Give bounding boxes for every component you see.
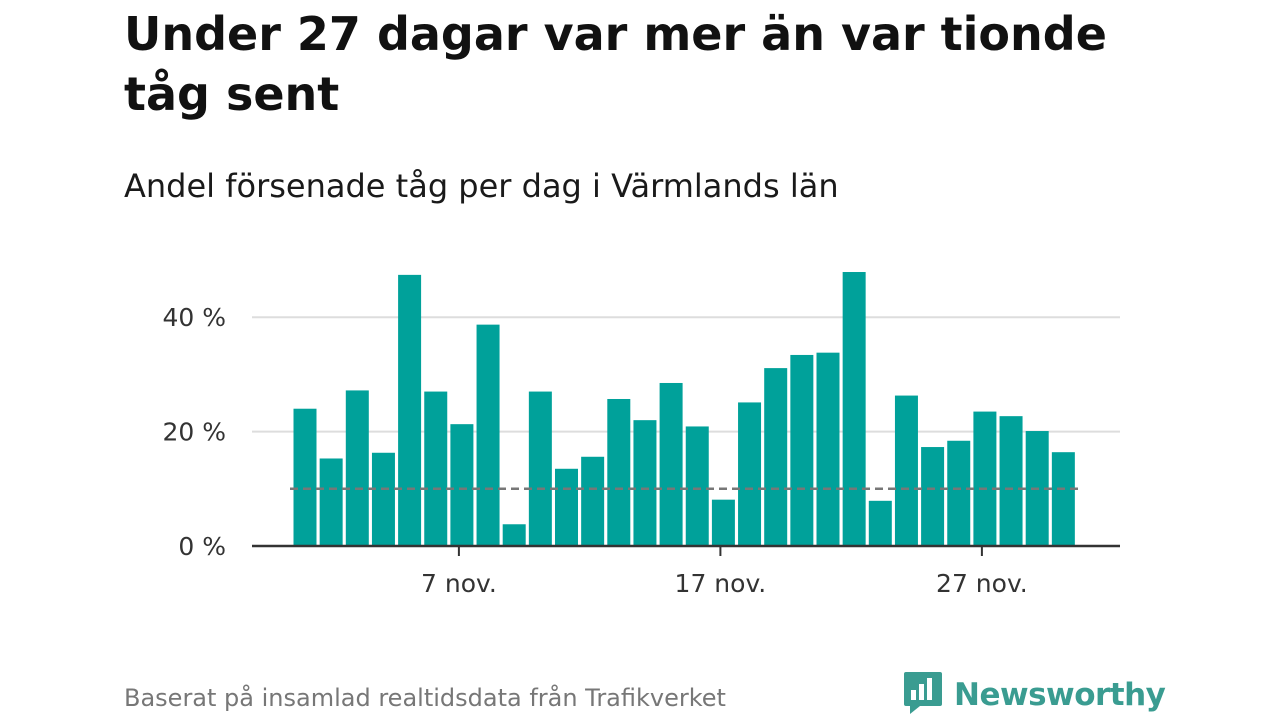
bar bbox=[607, 398, 631, 546]
bar bbox=[659, 382, 683, 546]
bars bbox=[293, 272, 1075, 546]
bar bbox=[921, 447, 945, 546]
source-note: Baserat på insamlad realtidsdata från Tr… bbox=[124, 684, 726, 712]
y-tick-label: 40 % bbox=[162, 303, 226, 332]
bar bbox=[790, 354, 814, 546]
chart-subtitle: Andel försenade tåg per dag i Värmlands … bbox=[124, 167, 839, 205]
x-tick-label: 27 nov. bbox=[936, 569, 1028, 598]
bar bbox=[633, 420, 657, 546]
x-tick-label: 17 nov. bbox=[675, 569, 767, 598]
bar bbox=[973, 411, 997, 546]
bar bbox=[738, 402, 762, 546]
bar bbox=[345, 390, 369, 546]
bar bbox=[555, 468, 578, 546]
brand-name: Newsworthy bbox=[954, 677, 1166, 713]
x-tick-label: 7 nov. bbox=[421, 569, 497, 598]
bar bbox=[764, 368, 788, 546]
bar bbox=[947, 440, 971, 546]
bar bbox=[450, 424, 474, 546]
axes: 0 % 20 % 40 % 7 nov. 17 nov. 27 nov. bbox=[162, 303, 1120, 598]
bar bbox=[424, 391, 448, 546]
y-tick-label: 20 % bbox=[162, 418, 226, 447]
bar bbox=[1051, 452, 1075, 546]
bar bbox=[711, 499, 735, 546]
bar-chart: 0 % 20 % 40 % 7 nov. 17 nov. 27 nov. bbox=[162, 272, 1120, 598]
bar bbox=[398, 274, 422, 546]
bar bbox=[319, 458, 343, 546]
bar bbox=[528, 391, 552, 546]
bar bbox=[293, 408, 317, 546]
bar bbox=[999, 416, 1023, 546]
bar bbox=[685, 426, 709, 546]
chart-title: Under 27 dagar var mer än var tionde tåg… bbox=[124, 7, 1107, 121]
newsworthy-logo-icon bbox=[902, 670, 944, 720]
bar bbox=[581, 456, 605, 546]
bar bbox=[371, 452, 395, 546]
bar bbox=[502, 524, 526, 546]
y-tick-label: 0 % bbox=[178, 532, 226, 561]
bar bbox=[868, 500, 892, 546]
brand: Newsworthy bbox=[902, 670, 1166, 720]
bar bbox=[476, 324, 500, 546]
bar bbox=[842, 272, 866, 546]
bar bbox=[894, 395, 918, 546]
bar bbox=[816, 352, 840, 546]
